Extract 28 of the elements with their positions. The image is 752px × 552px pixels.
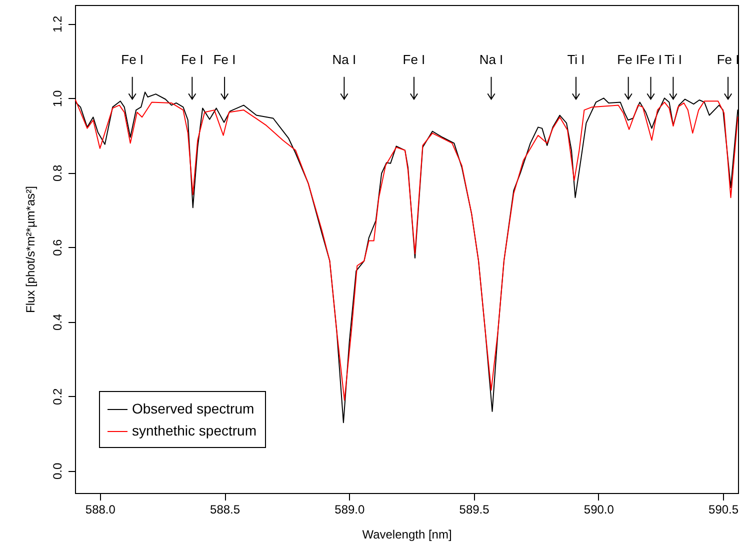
y-axis-title: Flux [phot/s*m²*µm*as²]	[24, 186, 38, 313]
annotation: Na I	[332, 52, 356, 67]
annotation: Fe I	[402, 52, 426, 67]
legend-label: synthethic spectrum	[132, 422, 256, 438]
annotation: Ti I	[664, 52, 682, 67]
annotation: Fe I	[640, 52, 662, 67]
annotation: Fe I	[617, 52, 640, 67]
y-tick-label: 0.0	[50, 462, 64, 480]
x-tick-label: 589.5	[459, 502, 490, 516]
annotation: Fe I	[213, 52, 236, 67]
annotation: Ti I	[567, 52, 585, 67]
annotation: Na I	[479, 52, 504, 67]
x-tick-label: 588.0	[85, 502, 116, 516]
y-tick-label: 1.0	[50, 90, 64, 107]
annotation: Fe I	[121, 52, 144, 67]
annotation: Fe I	[716, 52, 740, 67]
x-tick-label: 588.5	[210, 502, 240, 516]
y-tick-label: 1.2	[50, 15, 64, 32]
x-tick-label: 590.0	[584, 502, 614, 516]
legend-label: Observed spectrum	[132, 400, 254, 416]
annotation: Fe I	[180, 52, 204, 67]
y-tick-label: 0.2	[50, 388, 64, 405]
y-tick-label: 0.8	[50, 164, 64, 182]
x-tick-label: 589.0	[334, 502, 366, 516]
y-tick-label: 0.4	[50, 313, 64, 330]
y-tick-label: 0.6	[50, 238, 64, 256]
x-axis-title: Wavelength [nm]	[362, 528, 452, 542]
x-tick-label: 590.5	[708, 502, 739, 516]
